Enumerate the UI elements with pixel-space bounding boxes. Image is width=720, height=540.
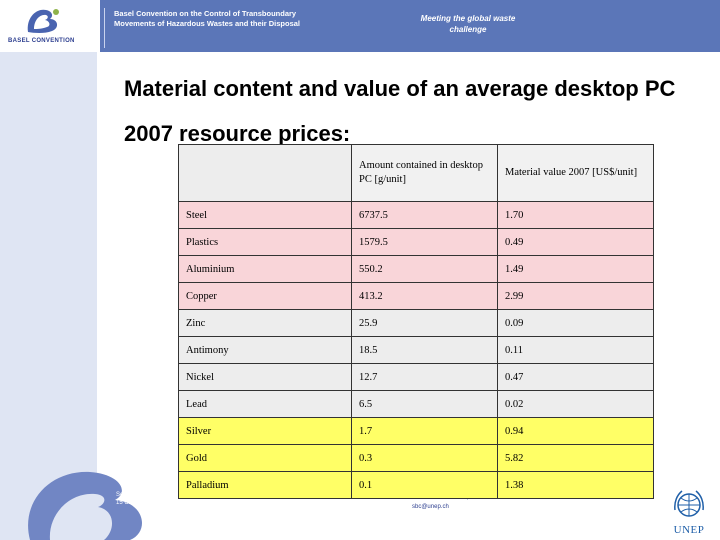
material-cell: Aluminium — [178, 255, 352, 283]
header-divider — [104, 8, 105, 48]
amount-cell: 12.7 — [351, 363, 498, 391]
material-table: Amount contained in desktop PC [g/unit] … — [178, 144, 654, 499]
value-cell: 2.99 — [497, 282, 654, 310]
value-cell: 5.82 — [497, 444, 654, 472]
value-cell: 1.38 — [497, 471, 654, 499]
table-row: Steel 6737.5 1.70 — [178, 201, 654, 229]
amount-cell: 413.2 — [351, 282, 498, 310]
value-cell: 1.70 — [497, 201, 654, 229]
material-cell: Antimony — [178, 336, 352, 364]
amount-cell: 0.1 — [351, 471, 498, 499]
unep-logo: UNEP — [664, 486, 714, 536]
left-band — [0, 52, 97, 540]
header-amount: Amount contained in desktop PC [g/unit] — [351, 144, 498, 202]
table-row: Plastics 1579.5 0.49 — [178, 228, 654, 256]
value-cell: 0.94 — [497, 417, 654, 445]
table-row: Aluminium 550.2 1.49 — [178, 255, 654, 283]
slogan: Meeting the global waste challenge — [420, 14, 516, 34]
table-row: Antimony 18.5 0.11 — [178, 336, 654, 364]
table-row: Lead 6.5 0.02 — [178, 390, 654, 418]
material-cell: Lead — [178, 390, 352, 418]
logo-text: BASEL CONVENTION — [8, 38, 75, 44]
value-cell: 0.49 — [497, 228, 654, 256]
amount-cell: 18.5 — [351, 336, 498, 364]
amount-cell: 6737.5 — [351, 201, 498, 229]
table-row: Palladium 0.1 1.38 — [178, 471, 654, 499]
table-row: Gold 0.3 5.82 — [178, 444, 654, 472]
amount-cell: 6.5 — [351, 390, 498, 418]
amount-cell: 0.3 — [351, 444, 498, 472]
header-blank-cell — [178, 144, 352, 202]
table-row: Copper 413.2 2.99 — [178, 282, 654, 310]
material-cell: Gold — [178, 444, 352, 472]
material-cell: Palladium — [178, 471, 352, 499]
header-value: Material value 2007 [US$/unit] — [497, 144, 654, 202]
unep-emblem-icon — [674, 490, 704, 517]
value-cell: 0.09 — [497, 309, 654, 337]
slide-title: Material content and value of an average… — [124, 76, 676, 146]
header-band — [0, 0, 720, 52]
amount-cell: 1.7 — [351, 417, 498, 445]
material-cell: Copper — [178, 282, 352, 310]
basel-logo: BASEL CONVENTION — [0, 0, 100, 52]
swirl-watermark-icon — [28, 471, 142, 540]
amount-cell: 550.2 — [351, 255, 498, 283]
amount-cell: 25.9 — [351, 309, 498, 337]
table-row: Zinc 25.9 0.09 — [178, 309, 654, 337]
unep-wordmark: UNEP — [673, 524, 705, 536]
material-cell: Zinc — [178, 309, 352, 337]
material-cell: Plastics — [178, 228, 352, 256]
convention-name: Basel Convention on the Control of Trans… — [114, 9, 301, 28]
amount-cell: 1579.5 — [351, 228, 498, 256]
table-header-row: Amount contained in desktop PC [g/unit] … — [178, 144, 654, 202]
material-cell: Nickel — [178, 363, 352, 391]
value-cell: 0.11 — [497, 336, 654, 364]
table-row: Silver 1.7 0.94 — [178, 417, 654, 445]
material-cell: Steel — [178, 201, 352, 229]
table-row: Nickel 12.7 0.47 — [178, 363, 654, 391]
material-cell: Silver — [178, 417, 352, 445]
value-cell: 0.02 — [497, 390, 654, 418]
value-cell: 1.49 — [497, 255, 654, 283]
value-cell: 0.47 — [497, 363, 654, 391]
basel-logo-icon — [27, 9, 59, 33]
